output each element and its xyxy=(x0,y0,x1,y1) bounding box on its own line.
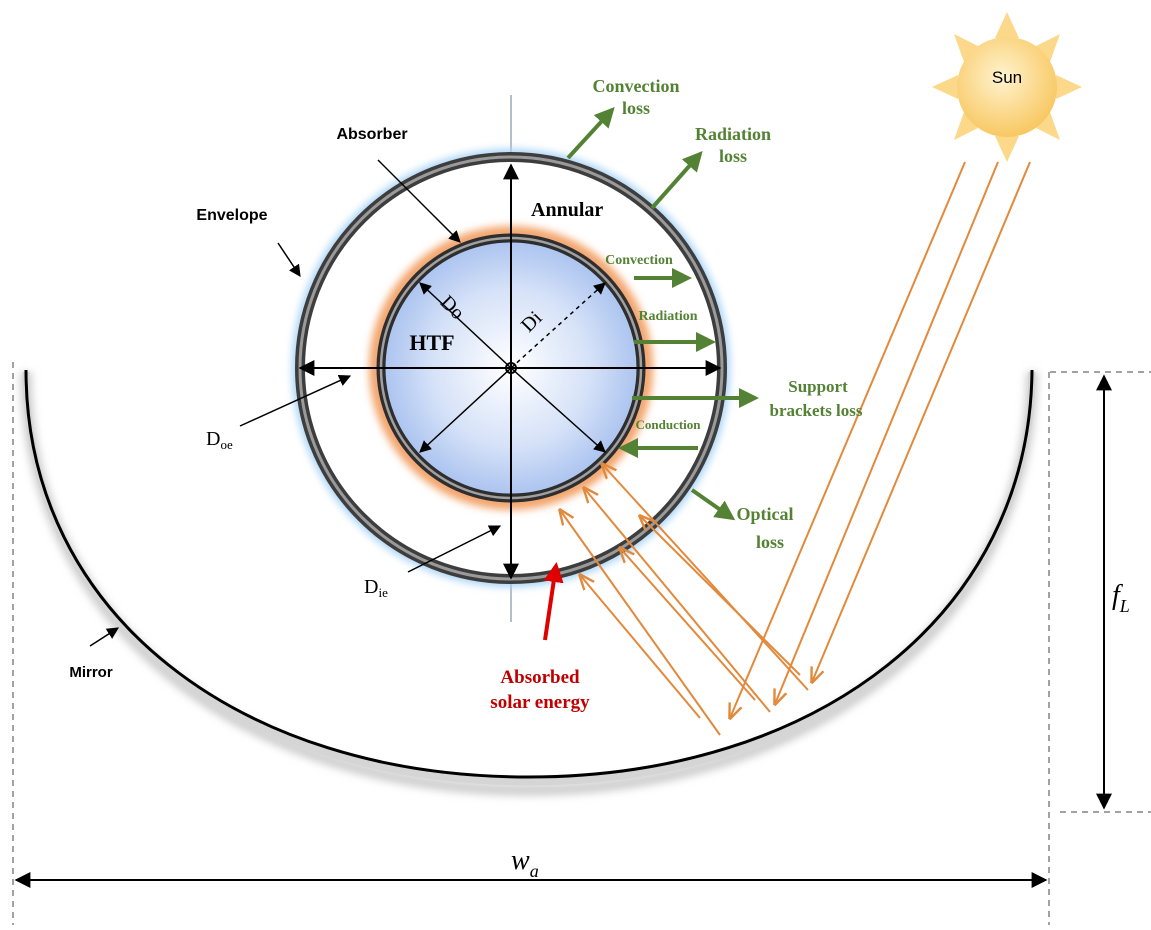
annular-label: Annular xyxy=(531,199,603,221)
dimension-guides xyxy=(12,362,1151,925)
support-loss-label-1: Support xyxy=(788,377,848,396)
loss-arrows xyxy=(566,107,759,521)
mirror-trough xyxy=(20,369,1038,797)
convection-loss-label-2: loss xyxy=(622,98,650,118)
diameter-arrows xyxy=(298,163,722,580)
sun-label: Sun xyxy=(992,68,1022,87)
doe-label: Doe xyxy=(206,428,233,452)
radiation-label: Radiation xyxy=(638,309,697,324)
radiation-loss-label-1: Radiation xyxy=(695,124,771,144)
absorbed-energy-label-2: solar energy xyxy=(490,692,590,713)
absorber-label: Absorber xyxy=(336,126,407,143)
conduction-label: Conduction xyxy=(635,417,701,432)
die-label: Die xyxy=(364,576,388,600)
solar-rays xyxy=(560,161,1031,736)
fl-label: fL xyxy=(1112,580,1130,616)
optical-loss-label-2: loss xyxy=(756,532,784,552)
support-loss-label-2: brackets loss xyxy=(769,401,862,420)
convection-loss-label-1: Convection xyxy=(593,76,680,96)
wa-label: wa xyxy=(511,845,539,881)
convection-label: Convection xyxy=(605,253,673,268)
sun-icon xyxy=(932,12,1082,162)
absorbed-energy-arrow xyxy=(543,562,564,641)
mirror-label: Mirror xyxy=(69,664,113,681)
htf-label: HTF xyxy=(409,330,454,355)
optical-loss-label-1: Optical xyxy=(737,504,794,524)
label-pointers xyxy=(89,159,502,647)
envelope-label: Envelope xyxy=(196,207,267,224)
radiation-loss-label-2: loss xyxy=(719,146,747,166)
absorbed-energy-label-1: Absorbed xyxy=(500,667,580,688)
